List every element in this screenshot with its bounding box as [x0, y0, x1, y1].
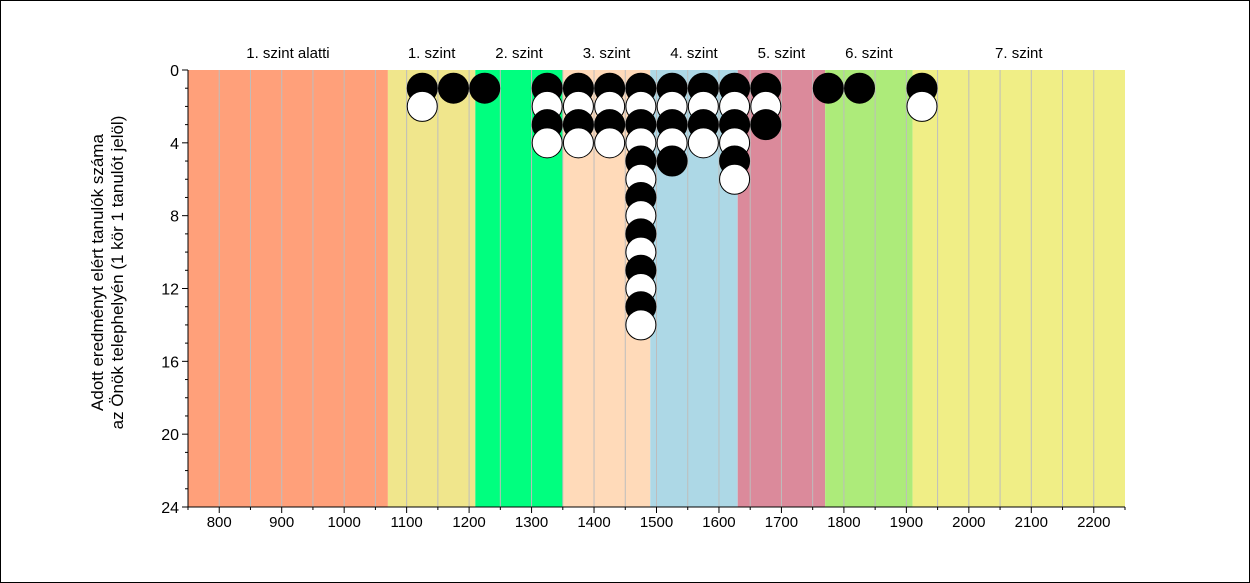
band-label-8: 7. szint — [995, 45, 1043, 62]
student-dot — [594, 127, 626, 159]
y-tick-label-24: 24 — [161, 500, 179, 517]
student-dot — [719, 163, 751, 195]
band-label-7: 6. szint — [845, 45, 893, 62]
y-tick-label-12: 12 — [161, 282, 179, 299]
y-tick-label-8: 8 — [170, 209, 179, 226]
x-tick-label-900: 900 — [269, 514, 294, 531]
student-dot — [531, 127, 563, 159]
x-tick-label-2200: 2200 — [1077, 514, 1110, 531]
x-tick-label-1800: 1800 — [827, 514, 860, 531]
y-axis-title-line-2: az Önök telephelyén (1 kör 1 tanulót jel… — [108, 116, 127, 430]
x-tick-label-2100: 2100 — [1015, 514, 1048, 531]
x-tick-label-1200: 1200 — [452, 514, 485, 531]
x-tick-label-1100: 1100 — [391, 514, 423, 531]
student-dot — [812, 72, 844, 104]
labels: 1. szint alatti 1. szint 2. szint 3. szint 4… — [88, 45, 1110, 531]
y-tick-label-0: 0 — [170, 63, 179, 80]
band-2 — [387, 70, 476, 507]
y-tick-label-16: 16 — [161, 354, 179, 371]
x-tick-label-1500: 1500 — [640, 514, 673, 531]
band-label-4: 3. szint — [583, 45, 631, 62]
y-tick-label-20: 20 — [161, 427, 179, 444]
band-label-6: 5. szint — [758, 45, 806, 62]
y-tick-label-4: 4 — [170, 136, 179, 153]
x-tick-label-1700: 1700 — [765, 514, 798, 531]
student-dot — [906, 90, 938, 122]
student-dot — [750, 109, 782, 141]
x-tick-label-1900: 1900 — [890, 514, 923, 531]
x-tick-label-2000: 2000 — [952, 514, 985, 531]
x-tick-label-1600: 1600 — [702, 514, 735, 531]
x-tick-label-1400: 1400 — [577, 514, 610, 531]
student-dots — [406, 72, 938, 341]
student-dot — [656, 145, 688, 177]
band-label-1: 1. szint alatti — [246, 45, 329, 62]
student-dot — [406, 90, 438, 122]
band-8 — [912, 70, 1125, 507]
x-tick-label-1300: 1300 — [515, 514, 548, 531]
grid-lines — [218, 70, 1095, 507]
student-dot — [687, 127, 719, 159]
student-dot — [562, 127, 594, 159]
student-dot — [625, 309, 657, 341]
student-dot — [844, 72, 876, 104]
student-dot — [437, 72, 469, 104]
band-7 — [825, 70, 913, 507]
band-label-5: 4. szint — [670, 45, 718, 62]
y-axis-title-line-1: Adott eredményt elért tanulók száma — [88, 134, 107, 411]
band-1 — [188, 70, 388, 507]
student-dot — [469, 72, 501, 104]
band-label-3: 2. szint — [495, 45, 543, 62]
x-tick-label-1000: 1000 — [327, 514, 360, 531]
band-label-2: 1. szint — [408, 45, 456, 62]
x-tick-label-800: 800 — [207, 514, 232, 531]
axes — [182, 69, 1126, 513]
